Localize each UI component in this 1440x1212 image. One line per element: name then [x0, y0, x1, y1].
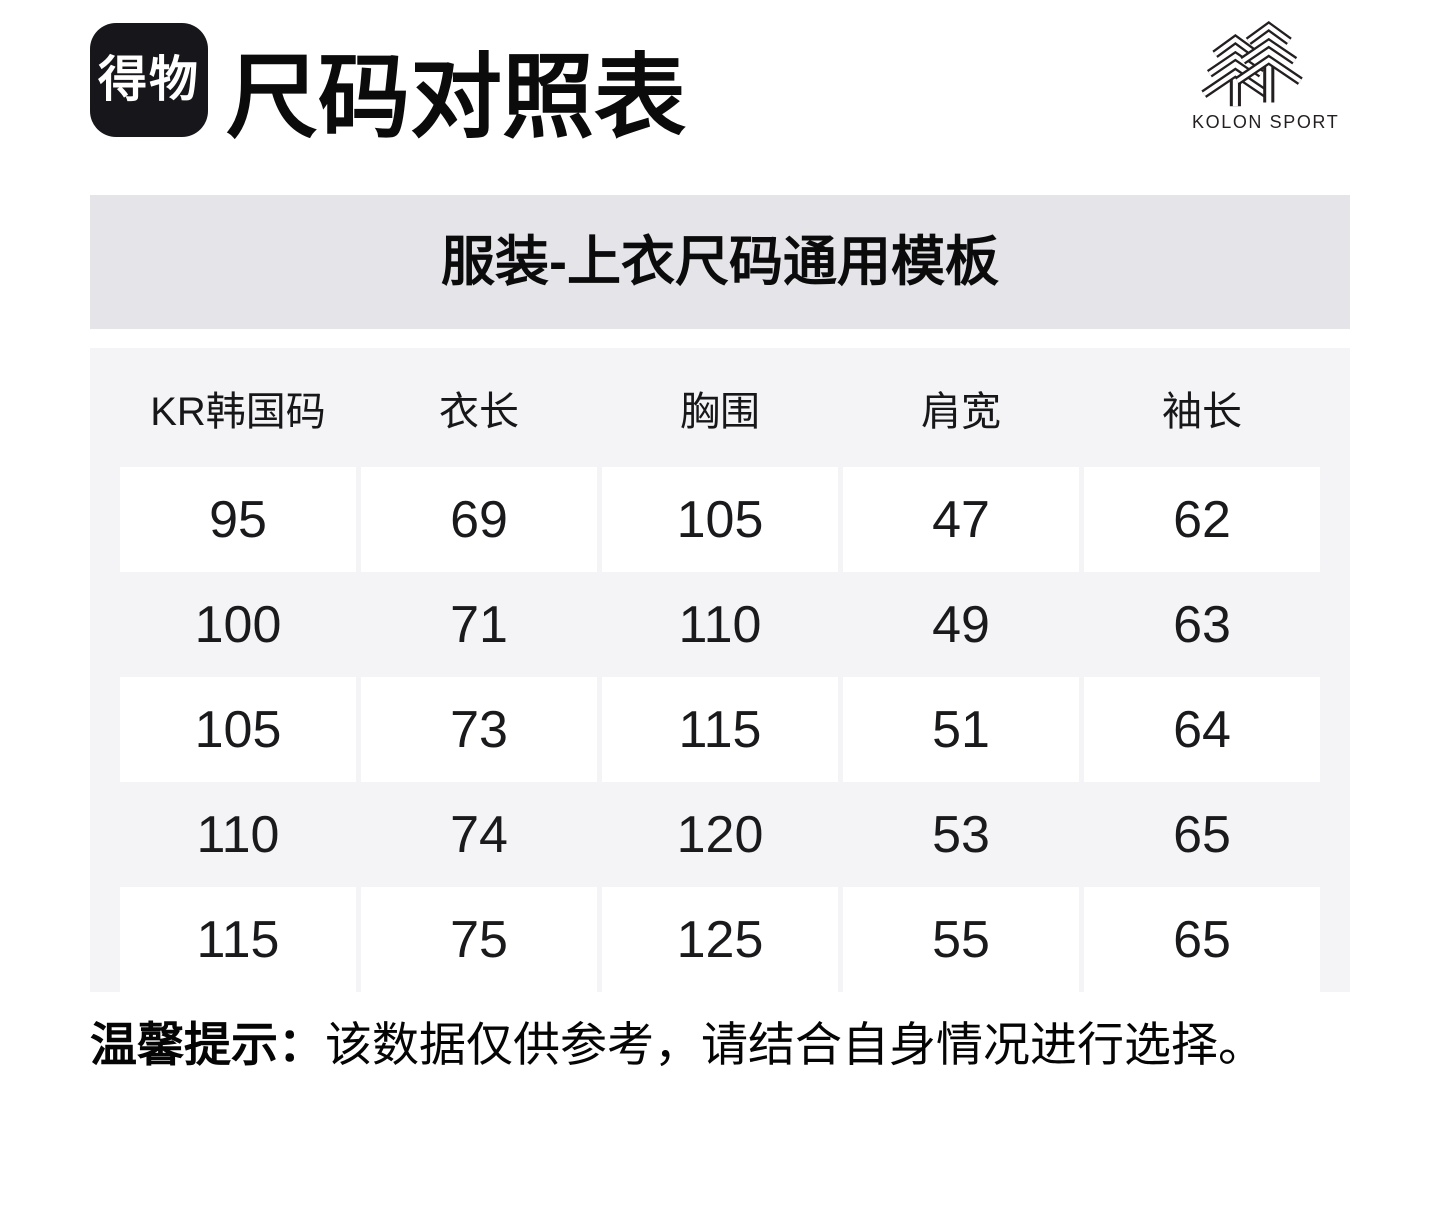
size-cell: 110 [678, 595, 762, 654]
page-header: 得物 尺码对照表 [0, 0, 1440, 195]
kolon-sport-wordmark: KOLON SPORT [1192, 112, 1340, 132]
size-table: KR韩国码 衣长 胸围 肩宽 袖长 95 69 105 47 62 100 71… [90, 348, 1350, 992]
size-cell: 115 [120, 887, 356, 992]
size-cell: 63 [1173, 595, 1231, 654]
size-cell: 47 [843, 467, 1079, 572]
size-cell: 120 [676, 805, 764, 864]
size-cell: 65 [1173, 805, 1231, 864]
size-cell: 95 [120, 467, 356, 572]
size-cell: 49 [932, 595, 990, 654]
size-cell: 125 [602, 887, 838, 992]
size-cell: 71 [450, 595, 508, 654]
dewu-logo-text: 得物 [97, 52, 200, 107]
kolon-tree-icon [1201, 21, 1303, 107]
column-header-shoulder: 肩宽 [921, 389, 1001, 434]
table-row: 115 75 125 55 65 [120, 887, 1320, 992]
column-header-chest: 胸围 [680, 389, 760, 434]
size-cell: 73 [361, 677, 597, 782]
size-cell: 69 [361, 467, 597, 572]
page-title: 尺码对照表 [226, 47, 687, 149]
template-banner-title: 服装-上衣尺码通用模板 [441, 232, 999, 292]
table-row: 110 74 120 53 65 [120, 782, 1320, 887]
size-cell: 110 [196, 805, 280, 864]
column-header-length: 衣长 [439, 389, 519, 434]
kolon-sport-logo: KOLON SPORT [1192, 20, 1340, 133]
size-cell: 62 [1084, 467, 1320, 572]
column-header-sleeve: 袖长 [1162, 389, 1242, 434]
size-table-header-row: KR韩国码 衣长 胸围 肩宽 袖长 [120, 348, 1320, 467]
size-cell: 75 [361, 887, 597, 992]
size-cell: 64 [1084, 677, 1320, 782]
column-header-kr-size: KR韩国码 [150, 389, 326, 434]
footer-tip: 温馨提示：该数据仅供参考，请结合自身情况进行选择。 [90, 1014, 1350, 1075]
table-row: 105 73 115 51 64 [120, 677, 1320, 782]
size-cell: 55 [843, 887, 1079, 992]
size-cell: 100 [194, 595, 282, 654]
size-cell: 105 [120, 677, 356, 782]
size-cell: 74 [450, 805, 508, 864]
size-cell: 105 [602, 467, 838, 572]
size-cell: 51 [843, 677, 1079, 782]
table-row: 95 69 105 47 62 [120, 467, 1320, 572]
template-banner: 服装-上衣尺码通用模板 [90, 195, 1350, 329]
size-cell: 65 [1084, 887, 1320, 992]
tip-label: 温馨提示： [90, 1018, 325, 1071]
tip-text: 该数据仅供参考，请结合自身情况进行选择。 [325, 1018, 1265, 1071]
size-cell: 53 [932, 805, 990, 864]
size-cell: 115 [602, 677, 838, 782]
table-row: 100 71 110 49 63 [120, 572, 1320, 677]
dewu-logo: 得物 [90, 23, 208, 137]
